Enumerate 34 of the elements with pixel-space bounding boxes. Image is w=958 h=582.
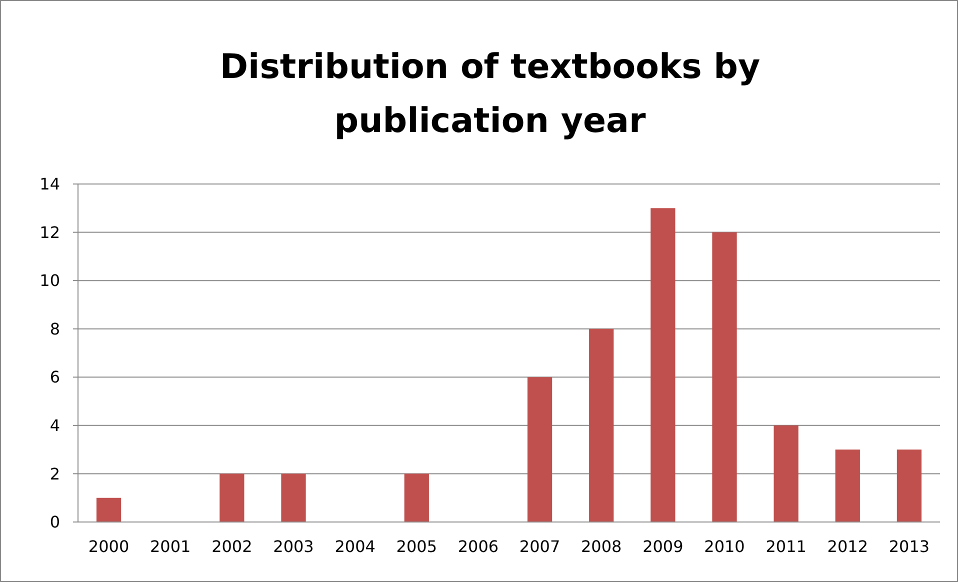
bar xyxy=(835,450,860,522)
x-tick-label: 2009 xyxy=(642,537,684,556)
x-tick-label: 2012 xyxy=(827,537,868,556)
y-tick-label: 14 xyxy=(40,174,60,194)
x-tick-label: 2000 xyxy=(88,537,130,556)
x-tick-label: 2002 xyxy=(212,537,252,556)
chart-title: Distribution of textbooks by publication year xyxy=(220,47,760,141)
bar xyxy=(220,474,244,522)
bar xyxy=(404,474,429,522)
bar xyxy=(527,377,552,522)
y-tick-label: 8 xyxy=(50,319,60,338)
x-tick-label: 2003 xyxy=(273,537,314,556)
bar xyxy=(281,474,306,522)
x-tick-label: 2007 xyxy=(519,537,560,556)
y-tick-label: 4 xyxy=(50,416,60,436)
y-tick-label: 10 xyxy=(40,271,60,290)
y-tick-label: 6 xyxy=(50,368,60,387)
x-tick-label: 2005 xyxy=(396,537,437,556)
x-tick-label: 2011 xyxy=(766,537,806,556)
bar xyxy=(96,498,122,522)
x-tick-label: 2013 xyxy=(888,537,930,556)
x-tick-label: 2008 xyxy=(581,537,622,556)
x-tick-label: 2010 xyxy=(704,537,745,556)
x-tick-label: 2004 xyxy=(334,537,376,556)
x-tick-label: 2001 xyxy=(150,537,191,556)
bar xyxy=(774,425,798,522)
y-tick-label: 2 xyxy=(50,464,60,484)
bar xyxy=(712,232,737,522)
y-tick-label: 0 xyxy=(50,512,60,532)
y-tick-label: 12 xyxy=(40,222,60,242)
bar xyxy=(589,328,614,522)
bar xyxy=(896,450,922,522)
x-tick-label: 2006 xyxy=(458,537,499,556)
bar xyxy=(650,208,676,522)
